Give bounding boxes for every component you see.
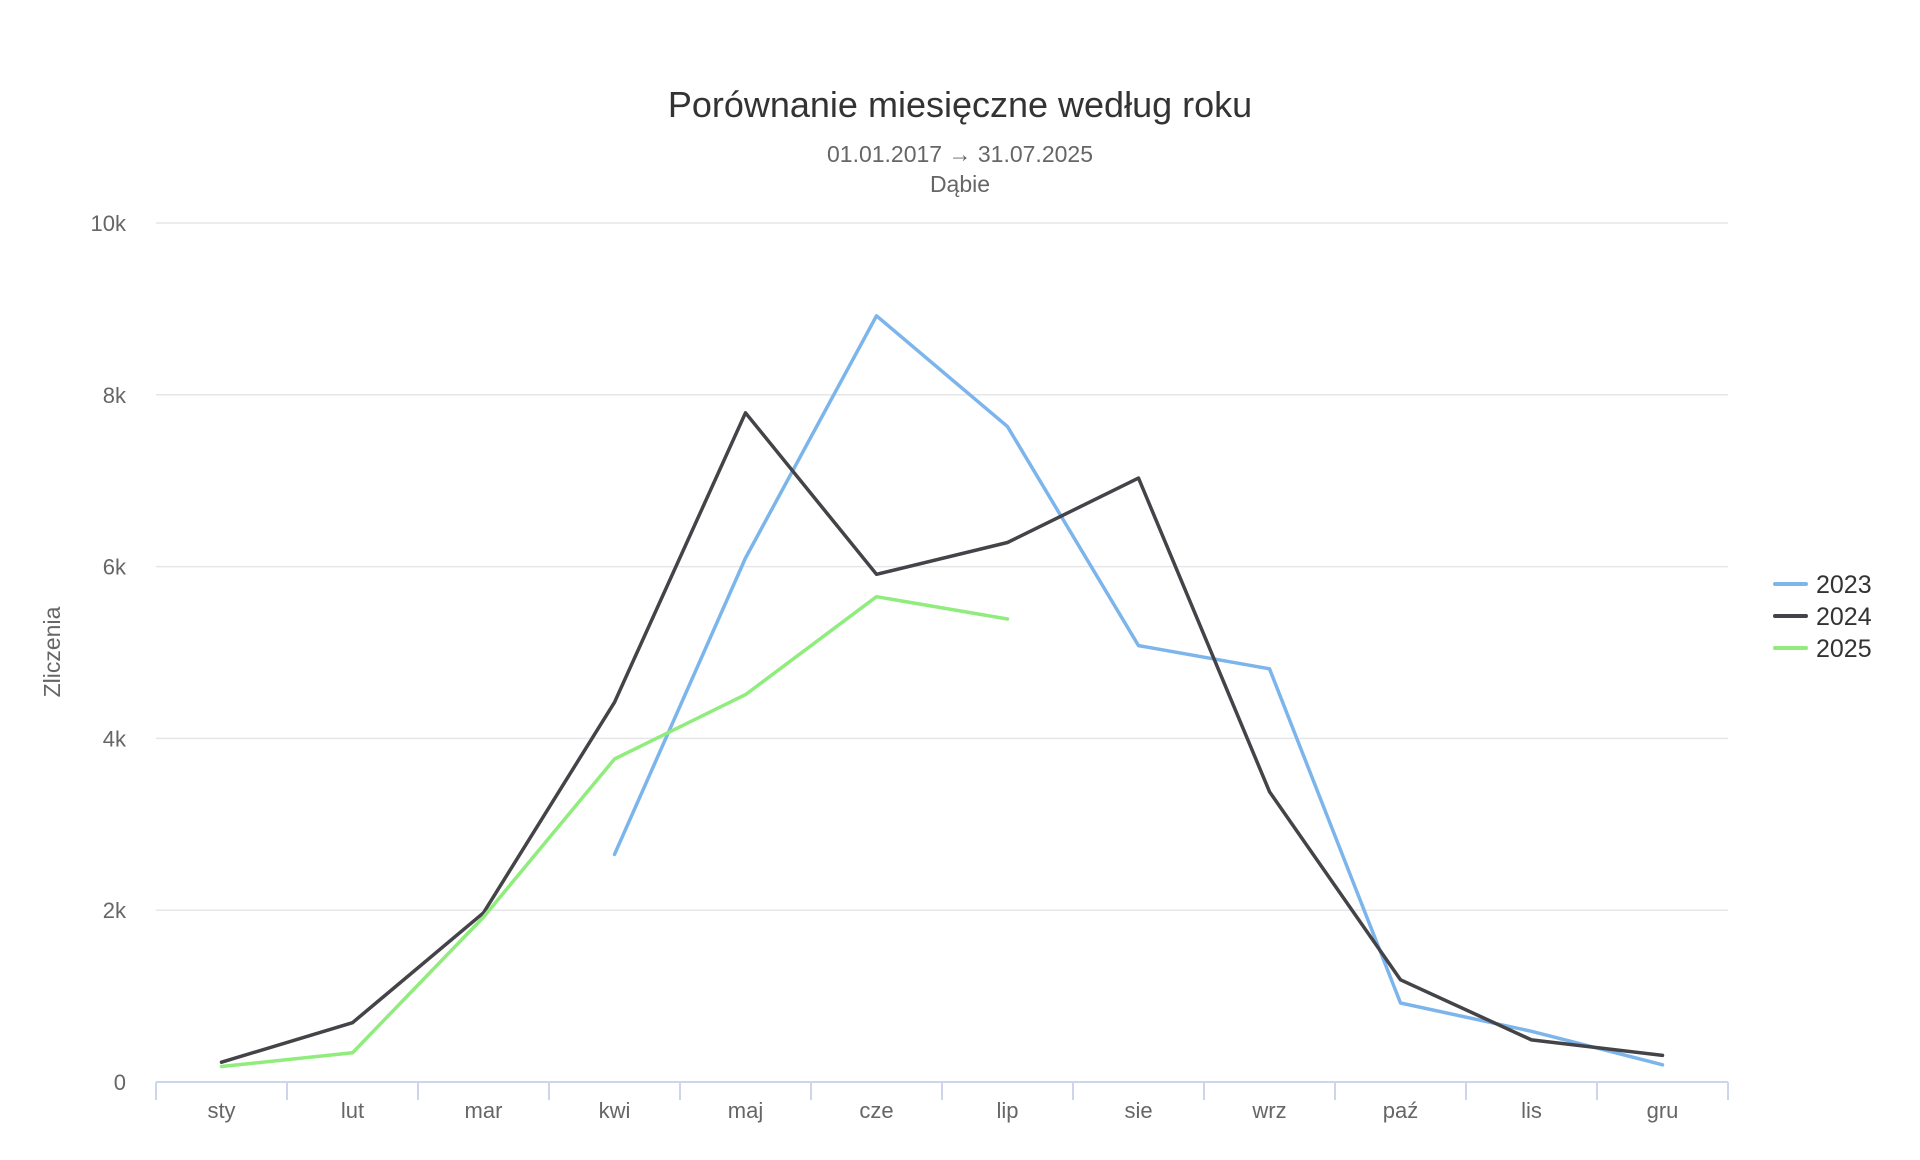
x-axis: sty lut mar kwi maj cze lip sie wrz paź lis gru — [155, 1081, 1729, 1123]
y-tick-label: 10k — [91, 211, 127, 236]
x-tick-label: wrz — [1251, 1098, 1286, 1123]
y-tick-label: 4k — [103, 726, 127, 751]
legend[interactable]: 2023 2024 2025 — [1773, 571, 1872, 663]
y-tick-label: 8k — [103, 383, 127, 408]
y-tick-label: 2k — [103, 898, 127, 923]
x-tick-label: lis — [1521, 1098, 1542, 1123]
chart-title: Porównanie miesięczne według roku — [668, 84, 1252, 125]
x-tick-label: maj — [728, 1098, 763, 1123]
legend-label: 2024 — [1816, 603, 1872, 631]
series-line-2024 — [219, 411, 1665, 1064]
series-line-2025 — [219, 594, 1010, 1069]
legend-item-2024[interactable]: 2024 — [1773, 603, 1872, 631]
chart-subtitle-location: Dąbie — [930, 171, 990, 197]
grid-lines — [156, 222, 1728, 911]
x-tick-label: sty — [207, 1098, 235, 1123]
legend-label: 2025 — [1816, 635, 1872, 663]
legend-label: 2023 — [1816, 571, 1872, 599]
y-tick-label: 6k — [103, 555, 127, 580]
legend-item-2025[interactable]: 2025 — [1773, 635, 1872, 663]
x-tick-label: gru — [1647, 1098, 1679, 1123]
series-lines — [219, 314, 1665, 1069]
x-tick-label: cze — [859, 1098, 893, 1123]
x-tick-label: mar — [465, 1098, 503, 1123]
x-tick-label: lip — [996, 1098, 1018, 1123]
y-tick-label: 0 — [114, 1070, 126, 1095]
x-tick-label: lut — [341, 1098, 364, 1123]
y-axis: 0 2k 4k 6k 8k 10k — [91, 211, 127, 1095]
legend-item-2023[interactable]: 2023 — [1773, 571, 1872, 599]
x-tick-label: kwi — [599, 1098, 631, 1123]
x-tick-label: paź — [1383, 1098, 1418, 1123]
chart-subtitle-date-range: 01.01.2017 → 31.07.2025 — [827, 141, 1093, 167]
y-axis-title: Zliczenia — [39, 606, 65, 697]
series-line-2023 — [612, 314, 1665, 1067]
x-tick-label: sie — [1124, 1098, 1152, 1123]
